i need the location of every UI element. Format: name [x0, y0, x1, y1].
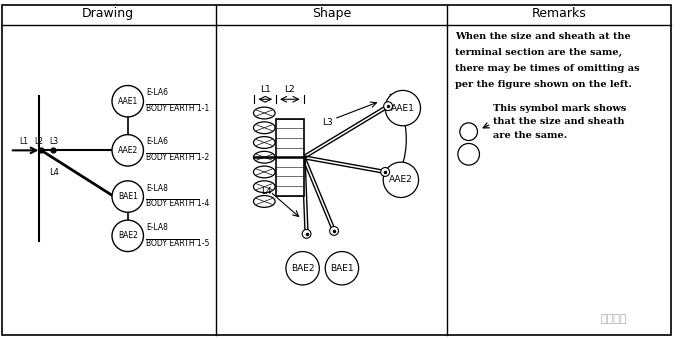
Circle shape [458, 143, 480, 165]
Circle shape [325, 252, 359, 285]
Text: L4: L4 [49, 168, 59, 177]
Text: BODY EARTH 1-2: BODY EARTH 1-2 [147, 153, 210, 162]
Text: BODY EARTH 1-5: BODY EARTH 1-5 [147, 239, 210, 248]
Text: E-LA6: E-LA6 [147, 88, 169, 97]
Text: terminal section are the same,: terminal section are the same, [455, 48, 622, 57]
Circle shape [286, 252, 319, 285]
Text: 线束专家: 线束专家 [601, 314, 627, 324]
Circle shape [112, 85, 143, 117]
Text: L2: L2 [284, 85, 295, 94]
Text: BAE1: BAE1 [330, 264, 353, 273]
Text: AAE2: AAE2 [118, 146, 138, 155]
Bar [276, 119, 303, 195]
Circle shape [112, 220, 143, 252]
Circle shape [112, 181, 143, 212]
Text: BODY EARTH 1-1: BODY EARTH 1-1 [147, 104, 210, 113]
Text: there may be times of omitting as: there may be times of omitting as [455, 64, 640, 73]
Text: L3: L3 [322, 118, 333, 128]
Circle shape [460, 123, 477, 140]
Text: BODY EARTH 1-4: BODY EARTH 1-4 [147, 200, 210, 208]
Text: AAE1: AAE1 [118, 97, 138, 106]
Text: This symbol mark shows
that the size and sheath
are the same.: This symbol mark shows that the size and… [493, 104, 627, 139]
Text: BAE2: BAE2 [291, 264, 314, 273]
Circle shape [329, 226, 338, 235]
Text: Remarks: Remarks [532, 7, 586, 20]
Circle shape [302, 230, 311, 238]
Text: BAE1: BAE1 [118, 192, 138, 201]
Circle shape [383, 162, 419, 198]
Text: E-LA8: E-LA8 [147, 184, 169, 192]
Text: When the size and sheath at the: When the size and sheath at the [455, 32, 631, 41]
Text: AAE2: AAE2 [389, 175, 413, 184]
Text: Drawing: Drawing [82, 7, 134, 20]
Text: L2: L2 [34, 137, 43, 147]
Circle shape [384, 102, 393, 110]
Text: E-LA8: E-LA8 [147, 223, 169, 232]
Text: L1: L1 [20, 137, 29, 147]
Circle shape [112, 135, 143, 166]
Circle shape [381, 168, 390, 176]
Text: L3: L3 [49, 137, 58, 147]
Text: E-LA6: E-LA6 [147, 137, 169, 147]
Text: L4: L4 [262, 187, 272, 196]
Circle shape [385, 90, 421, 126]
Text: per the figure shown on the left.: per the figure shown on the left. [455, 80, 632, 89]
Text: Shape: Shape [312, 7, 351, 20]
Text: L1: L1 [260, 85, 271, 94]
Text: BAE2: BAE2 [118, 231, 138, 240]
Text: AAE1: AAE1 [391, 104, 415, 113]
